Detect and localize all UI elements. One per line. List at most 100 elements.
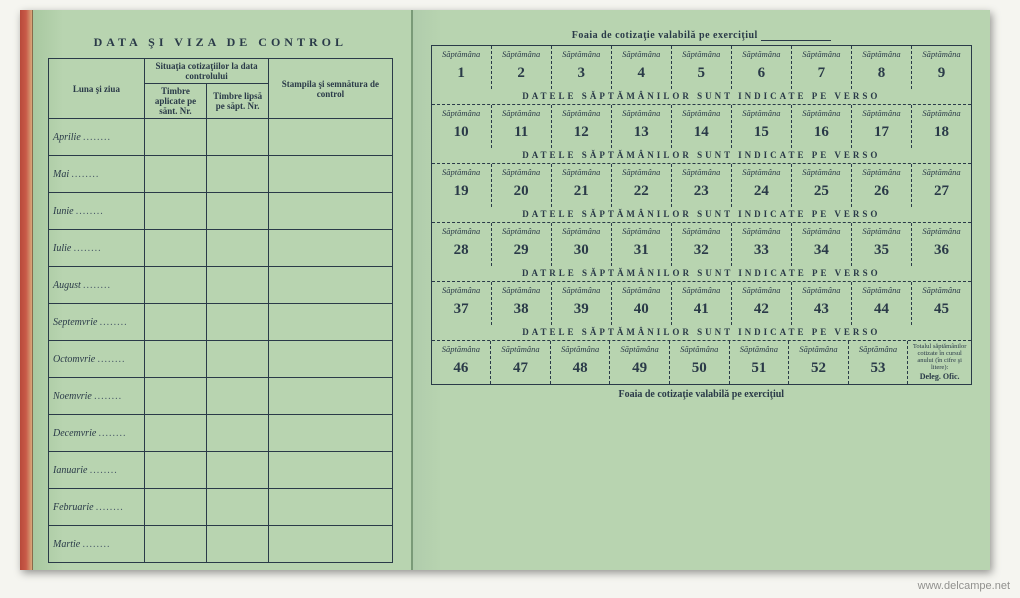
- table-row: Septemvrie ........: [48, 304, 392, 341]
- month-cell: Iulie ........: [48, 230, 144, 267]
- week-cell: Săptămâna11: [492, 105, 552, 148]
- deleg-label: Deleg. Ofic.: [910, 373, 969, 382]
- empty-cell: [269, 378, 392, 415]
- week-label: Săptămâna: [670, 344, 729, 354]
- header-stamp: Stampila şi semnătura de control: [269, 59, 392, 119]
- week-cell: Săptămâna31: [612, 223, 672, 266]
- week-cell: Săptămâna42: [732, 282, 792, 325]
- table-row: Iunie ........: [48, 193, 392, 230]
- empty-cell: [207, 230, 269, 267]
- table-row: Februarie ........: [48, 489, 392, 526]
- week-label: Săptămâna: [551, 344, 610, 354]
- week-number: 30: [552, 242, 611, 259]
- table-row: Aprilie ........: [48, 119, 392, 156]
- week-label: Săptămâna: [852, 226, 911, 236]
- header-missing: Timbre lipsă pe săpt. Nr.: [207, 84, 269, 119]
- week-cell: Săptămâna 22: [612, 164, 672, 207]
- total-label: Totalul săptămânilor cotizate în cursul …: [910, 343, 969, 372]
- week-label: Săptămâna: [852, 49, 911, 59]
- week-cell: Săptămâna5: [672, 46, 732, 89]
- week-label: Săptămâna: [432, 344, 491, 354]
- week-number: 40: [612, 301, 671, 318]
- week-number: 35: [852, 242, 911, 259]
- week-label: Săptămâna: [792, 49, 851, 59]
- week-cell: Săptămâna47: [491, 341, 551, 384]
- month-cell: Iunie ........: [48, 193, 144, 230]
- month-cell: Septemvrie ........: [48, 304, 144, 341]
- week-number: 32: [672, 242, 731, 259]
- week-label: Săptămâna: [612, 167, 671, 177]
- empty-cell: [207, 378, 269, 415]
- month-cell: August ........: [48, 267, 144, 304]
- header-group: Situaţia cotizaţiilor la data controlulu…: [144, 59, 268, 84]
- week-label: Săptămâna: [912, 226, 971, 236]
- week-label: Săptămâna: [912, 167, 971, 177]
- week-number: 8: [852, 65, 911, 82]
- week-label: Săptămâna: [432, 226, 491, 236]
- week-cell: Săptămâna45: [912, 282, 971, 325]
- week-number: 13: [612, 124, 671, 141]
- week-label: Săptămâna: [432, 167, 491, 177]
- empty-cell: [207, 415, 269, 452]
- month-cell: Noemvrie ........: [48, 378, 144, 415]
- week-cell: Săptămâna25: [792, 164, 852, 207]
- empty-cell: [144, 156, 206, 193]
- week-number: 1: [432, 65, 491, 82]
- week-cell: Săptămâna15: [732, 105, 792, 148]
- week-cell: Săptămâna27: [912, 164, 971, 207]
- week-number: 6: [732, 65, 791, 82]
- week-cell: Săptămâna21: [552, 164, 612, 207]
- week-label: Săptămâna: [492, 285, 551, 295]
- week-cell: Săptămâna 3: [552, 46, 612, 89]
- blank-line: [761, 40, 831, 41]
- week-label: Săptămâna: [789, 344, 848, 354]
- week-number: 28: [432, 242, 491, 259]
- empty-cell: [144, 341, 206, 378]
- week-cell: Săptămâna7: [792, 46, 852, 89]
- week-number: 5: [672, 65, 731, 82]
- week-cell: Săptămâna2: [492, 46, 552, 89]
- week-number: 33: [732, 242, 791, 259]
- week-label: Săptămâna: [672, 285, 731, 295]
- week-number: 34: [792, 242, 851, 259]
- week-cell: Săptămâna 35: [852, 223, 912, 266]
- week-number: 47: [491, 360, 550, 377]
- week-number: 3: [552, 65, 611, 82]
- week-number: 25: [792, 183, 851, 200]
- week-label: Săptămâna: [612, 226, 671, 236]
- week-label: Săptămâna: [552, 49, 611, 59]
- book-spine: [20, 10, 33, 570]
- month-cell: Februarie ........: [48, 489, 144, 526]
- week-label: Săptămâna: [849, 344, 908, 354]
- empty-cell: [207, 304, 269, 341]
- empty-cell: [207, 156, 269, 193]
- week-cell: Săptămâna53: [849, 341, 909, 384]
- week-number: 52: [789, 360, 848, 377]
- week-cell: Săptămâna 50: [670, 341, 730, 384]
- week-cell: Săptămâna4: [612, 46, 672, 89]
- table-row: Decemvrie ........: [48, 415, 392, 452]
- week-number: 48: [551, 360, 610, 377]
- week-label: Săptămâna: [732, 226, 791, 236]
- band-note: DATELE SĂPTĂMÂNILOR SUNT INDICATE PE VER…: [432, 89, 971, 104]
- week-number: 22: [612, 183, 671, 200]
- empty-cell: [269, 267, 392, 304]
- week-number: 37: [432, 301, 491, 318]
- week-number: 4: [612, 65, 671, 82]
- week-cell: Săptămâna37: [432, 282, 492, 325]
- table-row: August ........: [48, 267, 392, 304]
- week-label: Săptămâna: [552, 167, 611, 177]
- week-number: 11: [492, 124, 551, 141]
- week-number: 43: [792, 301, 851, 318]
- week-cell: Săptămâna16: [792, 105, 852, 148]
- week-cell: Săptămâna 38: [492, 282, 552, 325]
- week-cell: Săptămâna24: [732, 164, 792, 207]
- table-row: Noemvrie ........: [48, 378, 392, 415]
- table-row: Octomvrie ........: [48, 341, 392, 378]
- week-number: 29: [492, 242, 551, 259]
- empty-cell: [207, 489, 269, 526]
- week-cell: Săptămâna43: [792, 282, 852, 325]
- week-label: Săptămâna: [912, 285, 971, 295]
- week-number: 50: [670, 360, 729, 377]
- week-number: 38: [492, 301, 551, 318]
